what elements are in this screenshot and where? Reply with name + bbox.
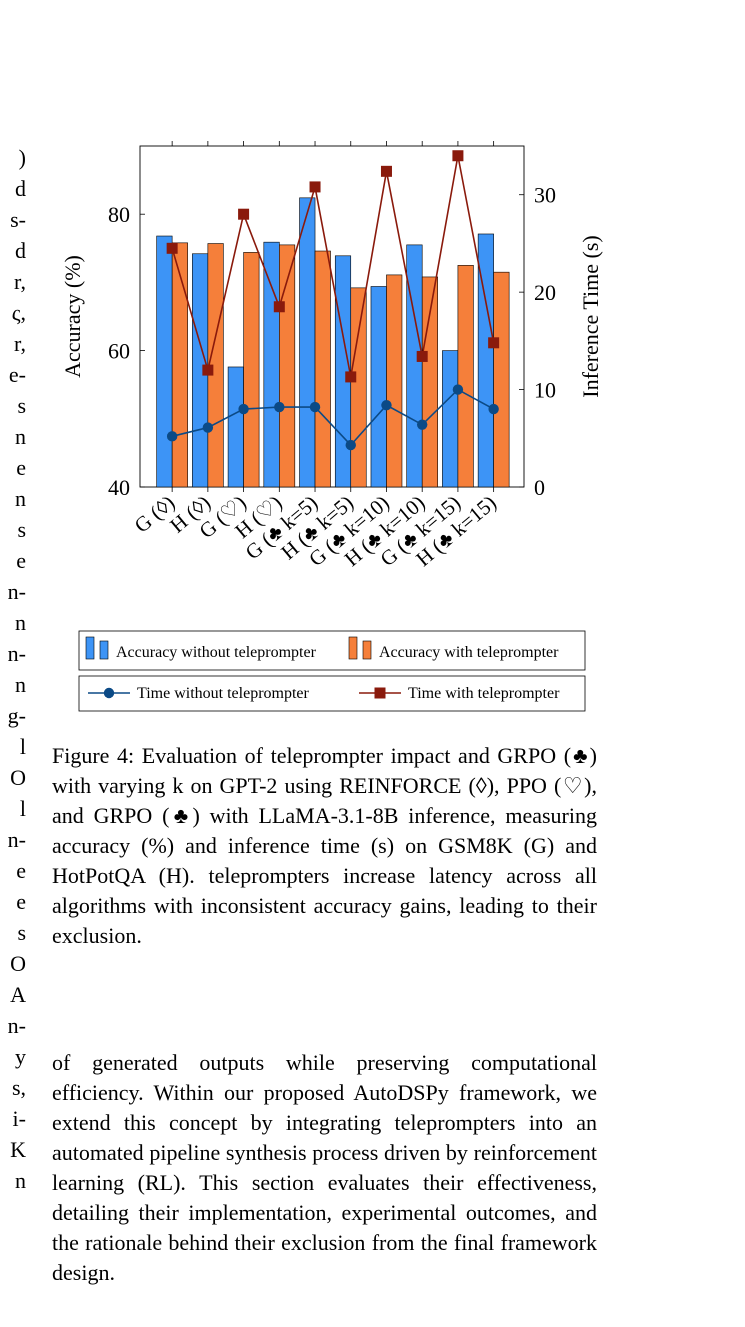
left-column-fragment: n [15, 424, 26, 449]
left-column-fragment: e [16, 455, 26, 480]
legend-marker [103, 687, 115, 699]
plot-frame [139, 145, 525, 488]
left-column-fragment: n- [7, 1013, 26, 1038]
left-column-fragment: g- [7, 703, 26, 728]
y2-axis-label: Inference Time (s) [578, 235, 603, 398]
left-column-fragment: d [15, 176, 26, 201]
body-paragraph: of generated outputs while preserving co… [52, 1050, 597, 1285]
legend-label: Time without teleprompter [137, 685, 310, 702]
legend-swatch [85, 636, 95, 660]
legend-marker [374, 687, 386, 699]
legend-swatch [99, 640, 109, 660]
left-column-fragment: d [15, 238, 26, 263]
bar [406, 244, 423, 488]
series-line [171, 155, 495, 378]
left-column-fragment: n- [7, 641, 26, 666]
bar [493, 271, 510, 488]
bar-legend-box [78, 630, 586, 671]
line-point [380, 165, 392, 177]
left-column-fragment: i- [12, 1106, 26, 1131]
left-column-fragment: A [10, 982, 26, 1007]
left-column-fragment: n [15, 1168, 26, 1193]
legend-label: Accuracy without teleprompter [116, 644, 317, 661]
line-point [381, 399, 392, 411]
left-column-fragment: O [10, 951, 26, 976]
y-tick-label: 80 [108, 202, 130, 227]
bar [421, 276, 438, 488]
bar [350, 287, 367, 488]
bar [171, 242, 188, 488]
line-point [202, 364, 214, 376]
left-column-fragment: n [15, 486, 26, 511]
left-column-fragment: ς, [11, 300, 26, 325]
bar [457, 265, 474, 488]
line-point [238, 403, 249, 415]
y2-tick-label: 20 [534, 280, 556, 305]
left-column-fragment: l [19, 796, 26, 821]
figure-caption: Figure 4: Evaluation of teleprompter imp… [52, 743, 597, 948]
line-point [309, 401, 321, 413]
line-point [488, 403, 499, 415]
line-point [416, 350, 428, 362]
bar [156, 235, 173, 488]
bar [386, 274, 403, 488]
y2-tick-label: 30 [534, 183, 556, 208]
left-column-fragment: n [15, 672, 26, 697]
legend-swatch [362, 640, 372, 660]
left-column-fragment: s [17, 393, 26, 418]
line-point [452, 384, 464, 395]
bar [263, 241, 280, 488]
line-point [452, 150, 464, 162]
line-point [166, 431, 178, 442]
y-tick-label: 40 [108, 475, 130, 500]
left-column-fragment: O [10, 765, 26, 790]
legend-label: Accuracy with teleprompter [379, 644, 559, 661]
left-column-fragment: e [16, 548, 26, 573]
bar [243, 252, 260, 488]
left-column-fragment: K [10, 1137, 26, 1162]
left-column-fragment: r, [14, 331, 26, 356]
left-column-fragment: n- [7, 579, 26, 604]
line-point [345, 439, 356, 451]
bar [299, 197, 316, 488]
y-axis-label: Accuracy (%) [60, 255, 85, 378]
y2-tick-label: 0 [534, 475, 545, 500]
legend-label: Time with teleprompter [408, 685, 560, 702]
bar [227, 366, 244, 488]
line-point [202, 422, 214, 433]
line-point [345, 371, 357, 383]
left-column-fragment: s, [11, 1075, 26, 1100]
line-point [309, 181, 321, 193]
series-line [171, 388, 495, 447]
y2-tick-label: 10 [534, 378, 556, 403]
line-point [488, 337, 500, 349]
left-column-fragment: s [17, 920, 26, 945]
line-point [274, 401, 285, 413]
left-column-fragment: e [16, 889, 26, 914]
line-legend-box [78, 675, 586, 712]
y-tick-label: 60 [108, 339, 130, 364]
legend-swatch [348, 636, 358, 660]
line-point [166, 242, 178, 254]
left-column-fragment: ) [18, 145, 26, 170]
left-column-fragment: e- [8, 362, 26, 387]
bar [442, 350, 459, 488]
bar [334, 255, 352, 488]
left-column-fragment: y [15, 1044, 26, 1069]
left-column-fragment: l [19, 734, 26, 759]
left-column-fragment: n- [7, 827, 26, 852]
bar [370, 286, 387, 488]
left-column-fragment: e [16, 858, 26, 883]
bar [314, 250, 331, 488]
left-column-fragment: n [15, 610, 26, 635]
left-column-fragment: s [17, 517, 26, 542]
line-point [273, 301, 285, 313]
line-point [238, 208, 250, 220]
left-column-fragment: s- [10, 207, 26, 232]
line-point [416, 419, 428, 430]
left-column-fragment: r, [14, 269, 26, 294]
